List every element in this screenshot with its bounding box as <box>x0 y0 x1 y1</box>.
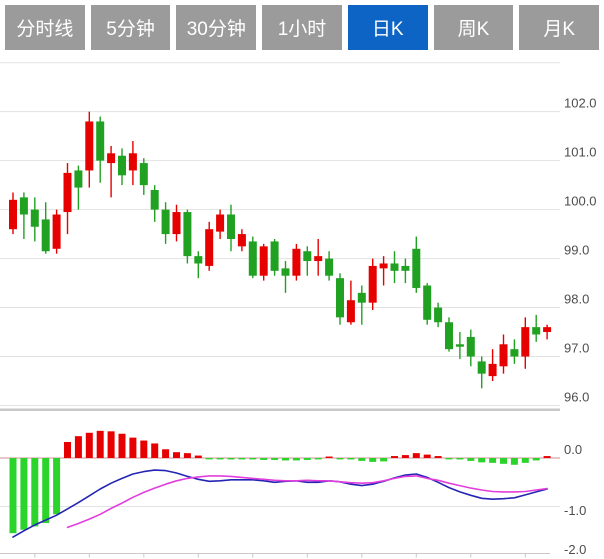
tab-5min[interactable]: 5分钟 <box>90 5 171 50</box>
tab-1hour[interactable]: 1小时 <box>262 5 342 50</box>
macd-gridlines <box>0 457 560 507</box>
svg-text:99.0: 99.0 <box>564 243 589 258</box>
timeframe-tabbar: 分时线 5分钟 30分钟 1小时 日K 周K 月K <box>0 0 604 53</box>
svg-text:97.0: 97.0 <box>564 341 589 356</box>
kline-chart-svg: 102.0 101.0 100.0 99.0 98.0 97.0 96.0 0.0 -1.0 -2… <box>0 62 597 558</box>
price-gridlines <box>0 62 560 406</box>
macd-histogram <box>9 430 551 534</box>
dif-line <box>12 469 548 538</box>
svg-text:98.0: 98.0 <box>564 292 589 307</box>
tab-daily-k[interactable]: 日K <box>347 5 428 50</box>
svg-text:96.0: 96.0 <box>564 389 589 404</box>
dea-line <box>66 475 548 529</box>
svg-text:102.0: 102.0 <box>564 96 597 111</box>
svg-text:100.0: 100.0 <box>564 194 597 209</box>
x-axis <box>0 553 550 558</box>
candlestick-series <box>9 111 552 389</box>
tab-30min[interactable]: 30分钟 <box>176 5 257 50</box>
svg-text:-1.0: -1.0 <box>564 503 586 518</box>
price-axis-labels: 102.0 101.0 100.0 99.0 98.0 97.0 96.0 <box>564 96 597 405</box>
macd-axis-labels: 0.0 -1.0 -2.0 <box>564 442 586 557</box>
svg-text:101.0: 101.0 <box>564 145 597 160</box>
tab-weekly-k[interactable]: 周K <box>433 5 514 50</box>
svg-text:-2.0: -2.0 <box>564 542 586 557</box>
tab-monthly-k[interactable]: 月K <box>519 5 600 50</box>
svg-text:0.0: 0.0 <box>564 442 582 457</box>
tab-minute-line[interactable]: 分时线 <box>5 5 85 50</box>
kline-chart-area: 102.0 101.0 100.0 99.0 98.0 97.0 96.0 0.0 -1.0 -2… <box>0 53 604 559</box>
pane-separator <box>0 408 560 411</box>
